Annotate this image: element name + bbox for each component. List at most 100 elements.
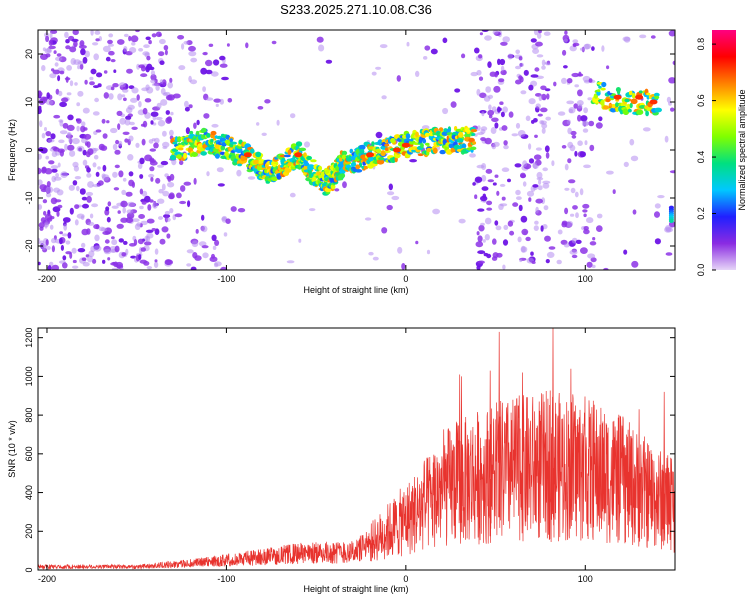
noise-blob — [59, 130, 68, 135]
noise-blob — [629, 138, 635, 146]
noise-blob — [406, 41, 410, 47]
noise-blob — [542, 180, 551, 184]
noise-blob — [72, 180, 78, 186]
noise-blob — [110, 127, 118, 134]
noise-blob — [528, 98, 536, 105]
y-tick-label: 800 — [24, 408, 34, 423]
noise-blob — [475, 241, 484, 248]
ridge-mark — [418, 137, 423, 144]
noise-blob — [188, 51, 197, 57]
noise-blob — [219, 98, 224, 105]
noise-blob — [79, 40, 85, 47]
noise-blob — [159, 38, 166, 45]
ridge-mark — [195, 130, 200, 136]
ridge-mark — [432, 147, 438, 154]
noise-blob — [665, 252, 673, 256]
noise-blob — [68, 184, 75, 191]
noise-blob — [111, 239, 118, 246]
ridge-mark — [380, 150, 386, 157]
noise-blob — [104, 239, 110, 244]
noise-blob — [172, 93, 181, 99]
noise-blob — [164, 91, 171, 96]
noise-blob — [545, 62, 551, 66]
noise-blob — [186, 249, 194, 254]
colorbar-ticks: 0.0 0.2 0.4 0.6 0.8 — [696, 38, 716, 276]
noise-blob — [470, 71, 478, 77]
noise-blob — [164, 49, 168, 56]
ridge-mark — [310, 159, 317, 163]
noise-blob — [80, 48, 86, 56]
noise-blob — [632, 209, 637, 215]
noise-blob — [102, 259, 106, 264]
noise-blob — [534, 134, 538, 138]
ridge-mark — [363, 165, 368, 170]
noise-blob — [570, 213, 575, 217]
noise-blob — [486, 200, 493, 206]
x-tick-label: -100 — [217, 574, 235, 584]
ridge-mark — [307, 164, 315, 170]
noise-blob — [487, 109, 495, 116]
noise-blob — [318, 44, 325, 52]
noise-blob — [481, 163, 487, 170]
noise-blob — [130, 35, 139, 43]
spectrogram-xlabel: Height of straight line (km) — [303, 285, 408, 295]
x-tick-label: -200 — [38, 274, 56, 284]
noise-blob — [501, 196, 506, 201]
noise-blob — [46, 92, 50, 99]
noise-blob — [129, 121, 135, 126]
ridge-mark — [359, 144, 366, 150]
noise-blob — [387, 191, 395, 196]
noise-blob — [520, 215, 528, 223]
noise-blob — [51, 237, 57, 244]
noise-blob — [219, 55, 226, 61]
ridge-mark — [627, 108, 632, 113]
noise-blob — [150, 70, 156, 76]
noise-blob — [44, 48, 52, 54]
noise-blob — [67, 232, 72, 239]
noise-blob — [477, 208, 485, 212]
noise-blob — [571, 254, 578, 259]
noise-blob — [39, 240, 45, 246]
noise-blob — [391, 195, 400, 201]
ridge-mark — [653, 92, 660, 97]
noise-blob — [138, 101, 142, 108]
noise-blob — [200, 67, 208, 75]
ridge-mark — [615, 107, 619, 112]
noise-blob — [81, 257, 87, 262]
noise-blob — [190, 266, 197, 270]
noise-blob — [166, 233, 171, 239]
noise-blob — [142, 120, 148, 128]
noise-blob — [155, 116, 163, 121]
ridge-mark — [384, 143, 390, 147]
noise-blob — [484, 217, 492, 225]
noise-blob — [59, 70, 65, 75]
ridge-mark — [359, 148, 365, 155]
noise-blob — [61, 233, 69, 237]
noise-blob — [542, 167, 548, 172]
hotspot-mark — [366, 152, 374, 158]
noise-blob — [528, 84, 534, 91]
noise-blob — [69, 46, 77, 53]
hotspot-mark — [392, 147, 401, 153]
spectrogram-heatmap — [38, 30, 675, 270]
noise-blob — [83, 127, 88, 131]
x-tick-label: 0 — [403, 574, 408, 584]
noise-blob — [479, 32, 483, 36]
ridge-mark — [468, 137, 475, 143]
noise-blob — [584, 140, 588, 146]
noise-blob — [41, 65, 46, 72]
noise-blob — [509, 230, 515, 236]
noise-blob — [545, 152, 550, 159]
noise-blob — [55, 173, 59, 178]
colorbar-tick-label: 0.6 — [696, 94, 706, 107]
noise-blob — [530, 74, 539, 78]
noise-blob — [568, 179, 576, 184]
noise-blob — [492, 30, 499, 35]
ridge-mark — [631, 92, 636, 99]
colorbar-gradient — [712, 30, 736, 270]
noise-blob — [561, 220, 568, 226]
noise-blob — [93, 245, 102, 252]
noise-blob — [606, 65, 610, 70]
ridge-mark — [189, 130, 194, 135]
